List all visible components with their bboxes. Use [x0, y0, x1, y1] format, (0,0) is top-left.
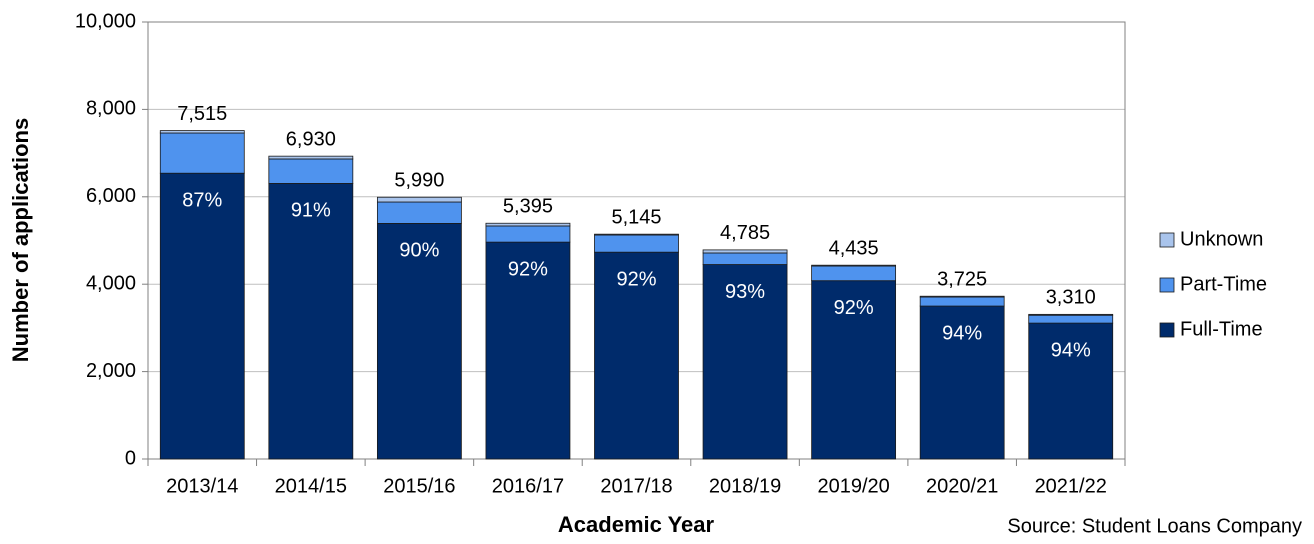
bar-segment [811, 265, 897, 282]
bar-segment [811, 264, 897, 267]
share-label: 92% [834, 297, 874, 319]
bar-segment [702, 252, 788, 265]
legend-label: Part-Time [1180, 273, 1267, 295]
x-tick-label: 2015/16 [383, 475, 455, 497]
bar-segment [811, 280, 897, 460]
share-label: 90% [399, 240, 439, 262]
bar-segment [268, 158, 354, 184]
legend-label: Full-Time [1180, 318, 1263, 340]
total-label: 3,725 [937, 268, 987, 290]
bar-segment [159, 132, 245, 174]
bar-segment [159, 172, 245, 460]
legend-label: Unknown [1180, 228, 1263, 250]
share-label: 94% [942, 322, 982, 344]
bar-segment [159, 130, 245, 134]
bar-segment [485, 225, 571, 243]
y-tick-label: 2,000 [86, 360, 136, 382]
share-label: 92% [508, 258, 548, 280]
bar-segment [1028, 314, 1114, 324]
x-tick-label: 2013/14 [166, 475, 238, 497]
y-tick-label: 8,000 [86, 98, 136, 120]
total-label: 3,310 [1046, 287, 1096, 309]
share-label: 92% [616, 268, 656, 290]
bar-segment [919, 305, 1005, 460]
x-tick-label: 2018/19 [709, 475, 781, 497]
x-axis-title: Academic Year [558, 512, 715, 537]
bar-segment [376, 223, 462, 460]
y-axis-title: Number of applications [8, 118, 33, 362]
x-tick-label: 2021/22 [1035, 475, 1107, 497]
x-tick-label: 2014/15 [275, 475, 347, 497]
legend-swatch [1159, 277, 1175, 293]
total-label: 7,515 [177, 103, 227, 125]
x-tick-label: 2020/21 [926, 475, 998, 497]
bar-segment [594, 234, 679, 253]
bar-segment [268, 155, 354, 160]
y-tick-label: 4,000 [86, 272, 136, 294]
bar-segment [1028, 313, 1114, 316]
y-tick-label: 6,000 [86, 185, 136, 207]
x-tick-label: 2016/17 [492, 475, 564, 497]
x-tick-label: 2017/18 [600, 475, 672, 497]
bar-segment [702, 264, 788, 460]
total-label: 5,395 [503, 196, 553, 218]
total-label: 5,990 [394, 170, 444, 192]
bar-segment [376, 201, 462, 224]
bar-segment [594, 251, 679, 460]
share-label: 93% [725, 281, 765, 303]
total-label: 4,435 [829, 237, 879, 259]
share-label: 87% [182, 189, 222, 211]
total-label: 6,930 [286, 128, 336, 150]
bar-segment [485, 241, 571, 460]
bar-segment [485, 222, 571, 227]
legend-swatch [1159, 232, 1175, 248]
total-label: 4,785 [720, 222, 770, 244]
bar-segment [919, 295, 1005, 298]
bar-segment [376, 196, 462, 203]
legend-swatch [1159, 322, 1175, 338]
share-label: 94% [1051, 339, 1091, 361]
bar-segment [594, 233, 679, 236]
bar-segment [268, 183, 354, 460]
bar-segment [1028, 322, 1114, 460]
share-label: 91% [291, 200, 331, 222]
y-tick-label: 0 [125, 447, 136, 469]
x-tick-label: 2019/20 [817, 475, 889, 497]
total-label: 5,145 [611, 206, 661, 228]
source: Source: Student Loans Company [1007, 515, 1302, 537]
bar-segment [702, 249, 788, 254]
y-tick-label: 10,000 [75, 10, 136, 32]
bar-segment [919, 296, 1005, 307]
